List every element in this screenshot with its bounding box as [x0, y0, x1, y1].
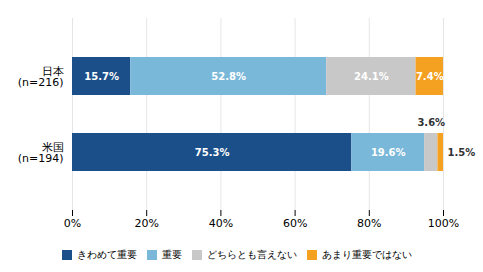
- html-text:重要: 重要: [161, 248, 182, 260]
- svg-text:80%: 80%: [357, 217, 381, 230]
- html-text:きわめて重要: きわめて重要: [76, 248, 137, 260]
- html-text:あまり重要ではない: あまり重要ではない: [321, 248, 412, 260]
- svg-text:75.3%: 75.3%: [195, 147, 230, 158]
- svg-text:60%: 60%: [283, 217, 307, 230]
- svg-text:40%: 40%: [209, 217, 233, 230]
- svg-text:24.1%: 24.1%: [354, 71, 389, 82]
- html-text:どちらとも言えない: どちらとも言えない: [206, 248, 297, 260]
- svg-text:20%: 20%: [134, 217, 158, 230]
- svg-text:100%: 100%: [428, 217, 459, 230]
- svg-text:15.7%: 15.7%: [84, 71, 119, 82]
- svg-text:日本(n=216): 日本(n=216): [18, 65, 64, 89]
- svg-text:7.4%: 7.4%: [416, 71, 444, 82]
- svg-text:3.6%: 3.6%: [417, 117, 445, 128]
- svg-text:1.5%: 1.5%: [448, 147, 476, 158]
- svg-text:0%: 0%: [64, 217, 81, 230]
- svg-text:米国(n=194): 米国(n=194): [18, 141, 64, 165]
- svg-text:19.6%: 19.6%: [371, 147, 406, 158]
- svg-text:52.8%: 52.8%: [211, 71, 246, 82]
